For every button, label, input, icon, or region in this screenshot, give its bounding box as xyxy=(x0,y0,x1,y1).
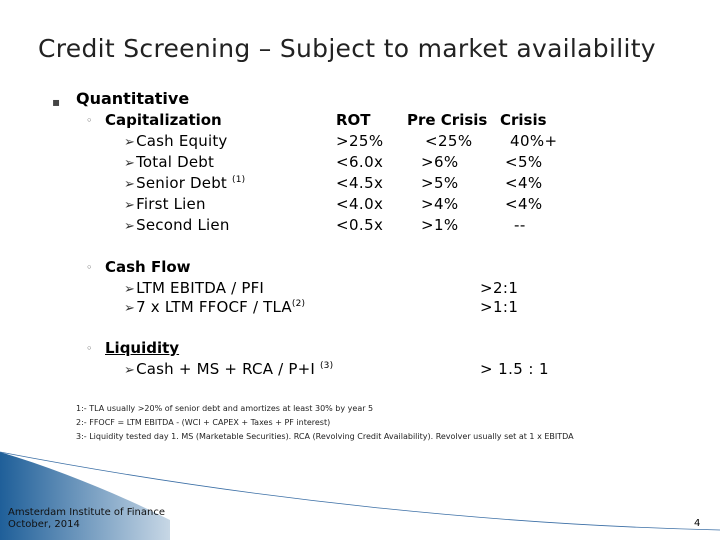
footnote: 1:- TLA usually >20% of senior debt and … xyxy=(76,404,374,413)
footer-line-2: October, 2014 xyxy=(8,519,80,530)
cell-rot: <6.0x xyxy=(336,153,384,171)
chevron-arrow-icon: ➢ xyxy=(124,156,136,171)
list-item: ➢LTM EBITDA / PFI xyxy=(124,279,264,297)
chevron-arrow-icon: ➢ xyxy=(124,282,136,297)
column-header-rot: ROT xyxy=(336,111,371,129)
footer-organization: Amsterdam Institute of Finance October, … xyxy=(8,507,165,531)
cell-pre-crisis: >5% xyxy=(421,174,459,192)
subsection-cash-flow: Cash Flow xyxy=(105,258,191,276)
row-label: Total Debt xyxy=(136,153,215,171)
chevron-arrow-icon: ➢ xyxy=(124,219,136,234)
row-label: Cash + MS + RCA / P+I xyxy=(136,360,315,378)
list-item: ➢First Lien xyxy=(124,195,206,213)
footer-line-1: Amsterdam Institute of Finance xyxy=(8,507,165,518)
list-item: ➢Cash + MS + RCA / P+I (3) xyxy=(124,360,333,378)
square-bullet-icon: ▪ xyxy=(52,95,61,109)
row-label: First Lien xyxy=(136,195,206,213)
list-item: ➢Total Debt xyxy=(124,153,214,171)
liquidity-label: Liquidity xyxy=(105,339,180,357)
cell-rot: >25% xyxy=(336,132,384,150)
cell-rot: <4.5x xyxy=(336,174,384,192)
footnote: 3:- Liquidity tested day 1. MS (Marketab… xyxy=(76,432,574,441)
page-number: 4 xyxy=(694,518,701,529)
cell-value: > 1.5 : 1 xyxy=(480,360,549,378)
column-header-crisis: Crisis xyxy=(500,111,547,129)
cell-pre-crisis: <25% xyxy=(425,132,473,150)
chevron-arrow-icon: ➢ xyxy=(124,363,136,378)
subsection-liquidity: Liquidity xyxy=(105,339,179,357)
chevron-arrow-icon: ➢ xyxy=(124,301,136,316)
slide-title: Credit Screening – Subject to market ava… xyxy=(38,34,656,63)
list-item: ➢Cash Equity xyxy=(124,132,227,150)
column-header-pre-crisis: Pre Crisis xyxy=(407,111,488,129)
cell-rot: <4.0x xyxy=(336,195,384,213)
cell-value: >2:1 xyxy=(480,279,519,297)
list-item: ➢Senior Debt (1) xyxy=(124,174,245,192)
footnote: 2:- FFOCF = LTM EBITDA - (WCI + CAPEX + … xyxy=(76,418,331,427)
subsection-capitalization: Capitalization xyxy=(105,111,222,129)
section-quantitative: Quantitative xyxy=(76,89,190,108)
row-label: 7 x LTM FFOCF / TLA xyxy=(136,298,292,316)
chevron-arrow-icon: ➢ xyxy=(124,198,136,213)
cell-pre-crisis: >4% xyxy=(421,195,459,213)
row-label: Cash Equity xyxy=(136,132,228,150)
cell-value: >1:1 xyxy=(480,298,519,316)
row-label: Senior Debt xyxy=(136,174,228,192)
circle-bullet-icon: ◦ xyxy=(86,261,93,274)
cell-crisis: -- xyxy=(514,216,526,234)
list-item: ➢Second Lien xyxy=(124,216,230,234)
row-label: Second Lien xyxy=(136,216,230,234)
chevron-arrow-icon: ➢ xyxy=(124,135,136,150)
cell-pre-crisis: >1% xyxy=(421,216,459,234)
cell-pre-crisis: >6% xyxy=(421,153,459,171)
cell-crisis: <4% xyxy=(505,174,543,192)
list-item: ➢7 x LTM FFOCF / TLA(2) xyxy=(124,298,305,316)
circle-bullet-icon: ◦ xyxy=(86,114,93,127)
chevron-arrow-icon: ➢ xyxy=(124,177,136,192)
cell-crisis: 40%+ xyxy=(510,132,558,150)
footnote-ref: (3) xyxy=(319,361,334,371)
cell-crisis: <4% xyxy=(505,195,543,213)
row-label: LTM EBITDA / PFI xyxy=(136,279,265,297)
footnote-ref: (1) xyxy=(231,175,246,185)
footnote-ref: (2) xyxy=(291,299,306,309)
circle-bullet-icon: ◦ xyxy=(86,342,93,355)
cell-crisis: <5% xyxy=(505,153,543,171)
cell-rot: <0.5x xyxy=(336,216,384,234)
